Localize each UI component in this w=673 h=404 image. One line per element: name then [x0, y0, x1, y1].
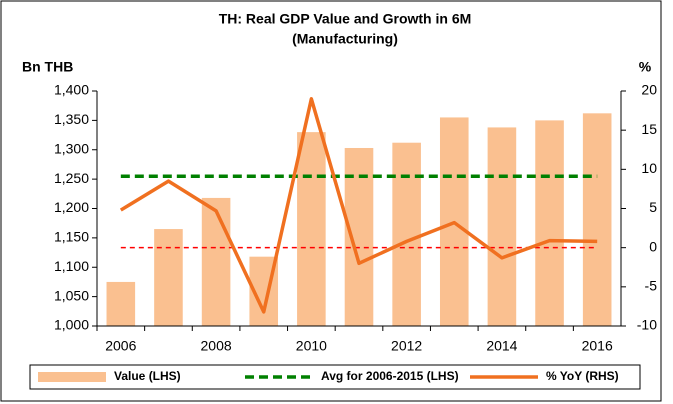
y-tick-label: 1,100 — [54, 258, 89, 274]
legend-label: % YoY (RHS) — [546, 369, 619, 383]
bar — [297, 132, 326, 326]
y2-tick-label: 15 — [641, 121, 657, 137]
x-tick-label: 2010 — [296, 338, 327, 354]
bar — [535, 120, 564, 326]
y2-tick-label: -5 — [645, 278, 658, 294]
bar — [582, 113, 612, 326]
y2-tick-label: 5 — [649, 199, 657, 215]
y-tick-label: 1,350 — [54, 111, 89, 127]
y2-tick-label: 0 — [649, 238, 657, 254]
y-tick-label: 1,250 — [54, 170, 89, 186]
legend-box — [29, 364, 641, 390]
bar — [392, 142, 421, 326]
bar — [154, 229, 183, 326]
chart-title: TH: Real GDP Value and Growth in 6M — [219, 11, 472, 27]
y2-tick-label: -10 — [637, 317, 657, 333]
y-tick-label: 1,000 — [54, 317, 89, 333]
y-tick-label: 1,150 — [54, 229, 89, 245]
bar — [106, 281, 136, 326]
x-tick-label: 2008 — [201, 338, 232, 354]
x-tick-label: 2014 — [486, 338, 517, 354]
y2-tick-label: 10 — [641, 160, 657, 176]
y-tick-label: 1,200 — [54, 199, 89, 215]
growth-line — [119, 97, 598, 314]
y2-axis-label: % — [639, 59, 652, 75]
chart-subtitle: (Manufacturing) — [292, 31, 398, 47]
x-tick-label: 2012 — [391, 338, 422, 354]
y-tick-label: 1,050 — [54, 287, 89, 303]
legend-swatch — [38, 372, 106, 382]
y2-tick-label: 20 — [641, 82, 657, 98]
x-tick-label: 2006 — [105, 338, 136, 354]
y-tick-label: 1,300 — [54, 140, 89, 156]
legend-label: Value (LHS) — [114, 369, 181, 383]
legend-label: Avg for 2006-2015 (LHS) — [321, 369, 459, 383]
y-axis-label: Bn THB — [22, 59, 73, 75]
bar — [487, 127, 517, 326]
y-tick-label: 1,400 — [54, 82, 89, 98]
bar — [201, 197, 231, 326]
x-tick-label: 2016 — [582, 338, 613, 354]
